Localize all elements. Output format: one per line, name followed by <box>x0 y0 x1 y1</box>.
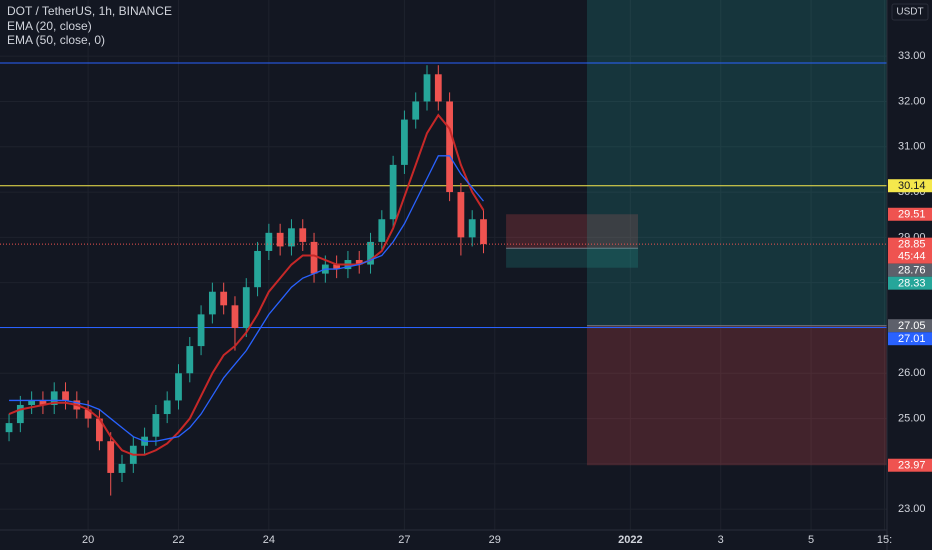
candle-body <box>333 264 341 270</box>
price-label-box <box>888 237 932 264</box>
x-tick-label: 24 <box>263 534 275 546</box>
price-label-box <box>888 458 932 472</box>
price-label: 28.33 <box>898 278 926 290</box>
candle-body <box>50 391 58 405</box>
y-tick-label: 31.00 <box>898 141 926 153</box>
price-label: 29.51 <box>898 209 926 221</box>
candle-body <box>254 250 261 288</box>
x-tick-label: 3 <box>718 534 724 546</box>
candle-body <box>186 346 194 374</box>
ema-line <box>8 113 485 456</box>
price-label: 27.01 <box>898 333 926 345</box>
candle-body <box>84 409 92 419</box>
candle-body <box>378 219 386 242</box>
candle-body <box>39 400 47 405</box>
countdown: 45:44 <box>898 251 926 263</box>
price-axis: 23.0024.0025.0026.0027.0028.0029.0030.00… <box>888 50 932 515</box>
candle-body <box>480 219 487 245</box>
x-tick-label: 27 <box>398 534 410 546</box>
price-label-box <box>888 263 932 277</box>
candle-body <box>446 101 453 193</box>
y-tick-label: 33.00 <box>898 50 926 62</box>
candle-body <box>5 423 13 433</box>
x-tick-label: 22 <box>172 534 184 546</box>
candle-body <box>367 241 374 265</box>
candle-body <box>28 400 36 405</box>
price-label-box <box>888 276 932 290</box>
x-tick-label: 20 <box>82 534 94 546</box>
candle-body <box>175 373 182 401</box>
candle-body <box>412 101 420 120</box>
candle-body <box>265 232 273 251</box>
legend-entry: EMA (20, close) <box>7 19 92 33</box>
x-tick-label: 29 <box>489 534 501 546</box>
candle-body <box>288 228 295 247</box>
candle-body <box>434 74 442 102</box>
candle-body <box>299 228 307 242</box>
target-zone <box>506 248 639 268</box>
price-label: 28.85 <box>898 239 926 251</box>
candle-body <box>457 192 465 238</box>
candle-body <box>355 260 363 265</box>
candle-body <box>242 287 250 328</box>
currency[interactable]: USDT <box>896 7 923 18</box>
y-tick-label: 32.00 <box>898 95 926 107</box>
x-tick-label: 15: <box>877 534 892 546</box>
y-tick-label: 23.00 <box>898 503 926 515</box>
target-zone <box>586 0 887 326</box>
candle-body <box>208 291 216 315</box>
candle-body <box>16 404 24 424</box>
candle-body <box>231 305 239 328</box>
candle-body <box>197 314 205 347</box>
candle-body <box>152 414 160 437</box>
ema-line <box>9 155 484 442</box>
candle-body <box>276 232 284 247</box>
currency-box[interactable] <box>891 3 929 21</box>
price-label-box <box>888 179 932 193</box>
x-tick-label: 2022 <box>618 534 642 546</box>
pane <box>0 0 887 496</box>
stop-zone <box>586 325 887 466</box>
candle-body <box>220 291 228 306</box>
x-tick-label: 5 <box>808 534 814 546</box>
price-label-box <box>888 207 932 221</box>
y-tick-label: 25.00 <box>898 412 926 424</box>
candle-body <box>310 241 318 274</box>
y-tick-label: 26.00 <box>898 367 926 379</box>
price-label: 27.05 <box>898 320 926 332</box>
candle-body <box>401 119 408 165</box>
price-label-box <box>888 319 932 333</box>
candle-body <box>389 164 397 220</box>
candle-body <box>163 400 171 415</box>
price-label: 28.76 <box>898 265 926 277</box>
candle-body <box>107 441 115 473</box>
candle-body <box>118 463 126 473</box>
candle-body <box>96 418 103 442</box>
legend-entry: EMA (50, close, 0) <box>7 33 105 47</box>
candle-body <box>62 391 69 401</box>
stop-zone <box>506 214 639 249</box>
grid <box>0 0 887 530</box>
price-label-box <box>888 332 932 346</box>
price-label: 23.97 <box>898 460 926 472</box>
candle-body <box>468 219 476 238</box>
candle-body <box>423 74 431 102</box>
chart-title: DOT / TetherUS, 1h, BINANCE <box>7 4 172 18</box>
price-label: 30.14 <box>898 180 926 192</box>
